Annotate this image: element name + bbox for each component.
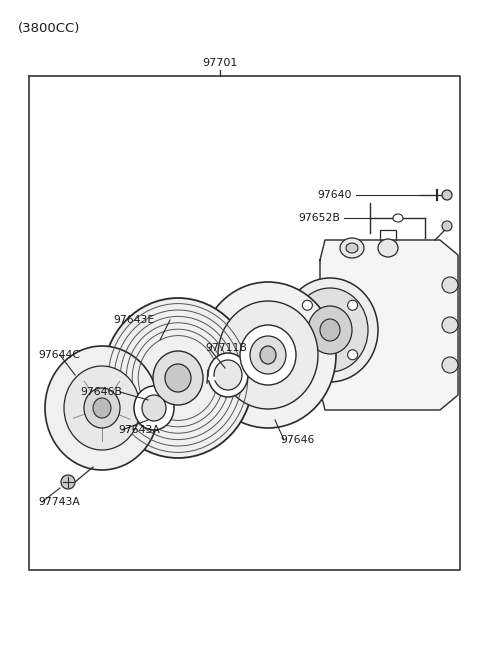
Text: 97743A: 97743A bbox=[38, 497, 80, 507]
Ellipse shape bbox=[93, 398, 111, 418]
Text: 97701: 97701 bbox=[202, 58, 238, 68]
Ellipse shape bbox=[134, 386, 174, 430]
Ellipse shape bbox=[153, 351, 203, 405]
Ellipse shape bbox=[346, 243, 358, 253]
Ellipse shape bbox=[348, 350, 358, 360]
Polygon shape bbox=[320, 240, 458, 410]
Ellipse shape bbox=[250, 336, 286, 374]
Ellipse shape bbox=[442, 190, 452, 200]
Text: 97652B: 97652B bbox=[298, 213, 340, 223]
Ellipse shape bbox=[208, 353, 248, 397]
Ellipse shape bbox=[218, 301, 318, 409]
Ellipse shape bbox=[442, 357, 458, 373]
Text: 97646: 97646 bbox=[280, 435, 314, 445]
Text: 97646B: 97646B bbox=[80, 387, 122, 397]
Ellipse shape bbox=[45, 346, 159, 470]
Ellipse shape bbox=[340, 238, 364, 258]
Ellipse shape bbox=[348, 300, 358, 310]
Ellipse shape bbox=[442, 277, 458, 293]
Text: 97644C: 97644C bbox=[38, 350, 80, 360]
Ellipse shape bbox=[320, 319, 340, 341]
Ellipse shape bbox=[61, 475, 75, 489]
Ellipse shape bbox=[84, 388, 120, 428]
Ellipse shape bbox=[214, 360, 242, 390]
Text: (3800CC): (3800CC) bbox=[18, 22, 80, 35]
Text: 97643A: 97643A bbox=[118, 425, 160, 435]
Ellipse shape bbox=[442, 221, 452, 231]
Ellipse shape bbox=[442, 317, 458, 333]
FancyBboxPatch shape bbox=[281, 335, 309, 355]
Ellipse shape bbox=[282, 278, 378, 382]
Ellipse shape bbox=[292, 288, 368, 372]
Ellipse shape bbox=[64, 366, 140, 450]
Text: 97640: 97640 bbox=[317, 190, 352, 200]
Ellipse shape bbox=[165, 364, 191, 392]
Ellipse shape bbox=[260, 346, 276, 364]
Text: 97711B: 97711B bbox=[205, 343, 247, 353]
Ellipse shape bbox=[378, 239, 398, 257]
Ellipse shape bbox=[393, 214, 403, 222]
Ellipse shape bbox=[142, 395, 166, 421]
Ellipse shape bbox=[240, 325, 296, 385]
Ellipse shape bbox=[308, 306, 352, 354]
Ellipse shape bbox=[200, 282, 336, 428]
Text: 97643E: 97643E bbox=[113, 315, 154, 325]
Ellipse shape bbox=[103, 298, 253, 458]
Ellipse shape bbox=[302, 350, 312, 360]
Ellipse shape bbox=[302, 300, 312, 310]
